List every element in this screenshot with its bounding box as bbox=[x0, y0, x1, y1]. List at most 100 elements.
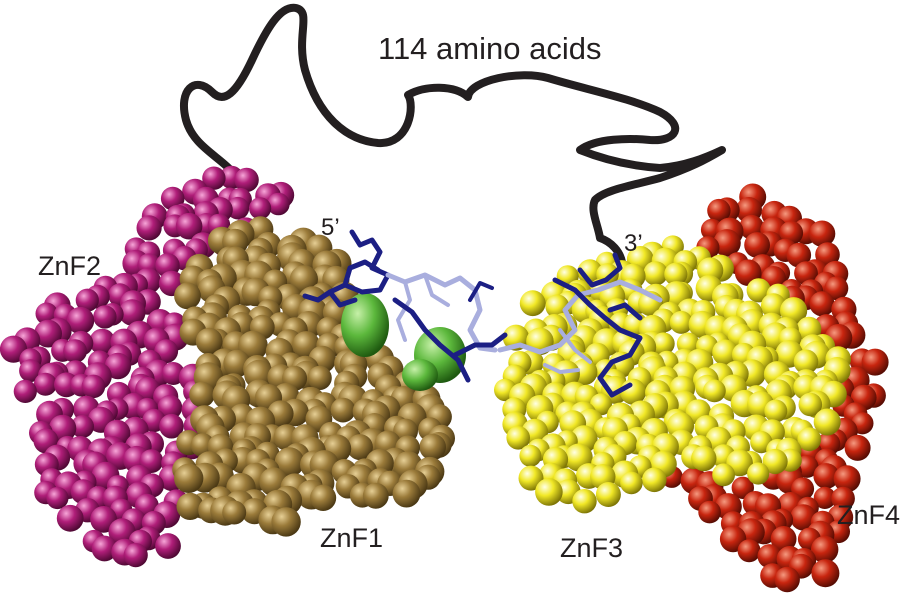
zinc-green-region bbox=[341, 293, 466, 391]
znf1-label: ZnF1 bbox=[320, 523, 384, 553]
atom-sphere bbox=[545, 294, 570, 319]
atom-sphere bbox=[712, 463, 735, 487]
atom-sphere bbox=[175, 212, 203, 240]
atom-sphere bbox=[764, 399, 788, 423]
atom-sphere bbox=[66, 306, 95, 335]
atom-sphere bbox=[712, 339, 739, 366]
znf4-domain bbox=[660, 183, 889, 593]
rna-strand-3prime bbox=[497, 252, 663, 398]
atom-sphere bbox=[669, 310, 693, 334]
atom-sphere bbox=[642, 467, 667, 493]
atom-sphere bbox=[176, 492, 204, 520]
atom-sphere bbox=[757, 544, 782, 569]
atom-sphere bbox=[81, 374, 106, 399]
atom-sphere bbox=[760, 293, 787, 319]
atom-sphere bbox=[811, 559, 840, 588]
atom-sphere bbox=[535, 478, 563, 506]
atom-sphere bbox=[794, 261, 818, 285]
znf3-domain bbox=[494, 235, 851, 514]
atom-sphere bbox=[419, 433, 447, 461]
atom-sphere bbox=[797, 427, 822, 452]
atom-sphere bbox=[330, 397, 356, 423]
atom-sphere bbox=[159, 413, 184, 439]
atom-sphere bbox=[157, 395, 183, 420]
atom-sphere bbox=[861, 348, 889, 376]
atom-sphere bbox=[831, 486, 855, 511]
atom-sphere bbox=[813, 408, 841, 436]
atom-sphere bbox=[691, 445, 717, 472]
atom-sphere bbox=[93, 305, 117, 329]
three-prime-end-label: 3’ bbox=[624, 230, 643, 257]
atom-sphere bbox=[833, 465, 861, 493]
znf2-label: ZnF2 bbox=[38, 251, 102, 281]
atom-sphere bbox=[703, 379, 726, 403]
atom-sphere bbox=[813, 486, 836, 509]
atom-sphere bbox=[518, 465, 544, 491]
atom-sphere bbox=[89, 328, 116, 355]
atom-sphere bbox=[595, 482, 621, 507]
atom-sphere bbox=[46, 486, 69, 510]
atom-sphere bbox=[289, 265, 318, 294]
atom-sphere bbox=[174, 463, 204, 493]
atom-sphere bbox=[33, 372, 57, 396]
atom-sphere bbox=[774, 566, 800, 593]
atom-sphere bbox=[310, 484, 337, 511]
atom-sphere bbox=[34, 319, 62, 348]
atom-sphere bbox=[744, 232, 770, 258]
atom-sphere bbox=[19, 359, 42, 383]
atom-sphere bbox=[815, 242, 840, 267]
atom-sphere bbox=[222, 500, 247, 525]
atom-sphere bbox=[136, 215, 162, 241]
atom-sphere bbox=[652, 332, 675, 356]
atom-sphere bbox=[202, 166, 226, 190]
atom-sphere bbox=[63, 339, 87, 363]
atom-sphere bbox=[844, 434, 871, 461]
atom-sphere bbox=[572, 489, 597, 514]
atom-sphere bbox=[737, 539, 761, 563]
atom-sphere bbox=[274, 447, 305, 477]
atom-sphere bbox=[746, 278, 771, 303]
atom-sphere bbox=[71, 415, 94, 438]
atom-sphere bbox=[713, 229, 741, 257]
atom-sphere bbox=[392, 479, 421, 508]
atom-sphere bbox=[762, 448, 788, 475]
atom-sphere bbox=[824, 276, 849, 301]
atom-sphere bbox=[808, 220, 836, 247]
atom-sphere bbox=[13, 379, 37, 403]
atom-sphere bbox=[56, 504, 84, 532]
atom-sphere bbox=[506, 426, 530, 450]
rna-strand-5prime bbox=[302, 229, 508, 383]
atom-sphere bbox=[620, 471, 643, 495]
atom-sphere bbox=[707, 198, 731, 223]
atom-sphere bbox=[811, 535, 839, 564]
five-prime-end-label: 5’ bbox=[321, 214, 340, 241]
atom-sphere bbox=[174, 282, 201, 310]
znf3-label: ZnF3 bbox=[560, 533, 624, 563]
atom-sphere bbox=[307, 365, 332, 390]
znf4-label: ZnF4 bbox=[837, 500, 901, 530]
atom-sphere bbox=[362, 482, 389, 509]
linker-length-label: 114 amino acids bbox=[378, 31, 602, 66]
atom-sphere bbox=[747, 462, 770, 485]
atom-sphere bbox=[271, 507, 301, 537]
atom-sphere bbox=[798, 392, 823, 417]
atom-sphere bbox=[118, 299, 146, 326]
atom-sphere bbox=[698, 500, 721, 524]
atom-sphere bbox=[195, 327, 223, 355]
atom-sphere bbox=[75, 288, 99, 312]
atom-sphere bbox=[519, 290, 546, 317]
atom-sphere bbox=[790, 504, 817, 531]
atom-sphere bbox=[108, 518, 136, 546]
atom-sphere bbox=[123, 543, 148, 568]
atom-sphere bbox=[234, 167, 259, 193]
atom-sphere bbox=[267, 192, 290, 216]
atom-sphere bbox=[189, 381, 215, 408]
atom-sphere bbox=[793, 349, 819, 375]
atom-sphere bbox=[813, 463, 840, 489]
atom-sphere bbox=[346, 434, 373, 461]
atom-sphere bbox=[91, 535, 118, 562]
atom-sphere bbox=[519, 444, 542, 467]
linker-loop bbox=[180, 3, 726, 266]
atom-sphere bbox=[226, 196, 250, 220]
